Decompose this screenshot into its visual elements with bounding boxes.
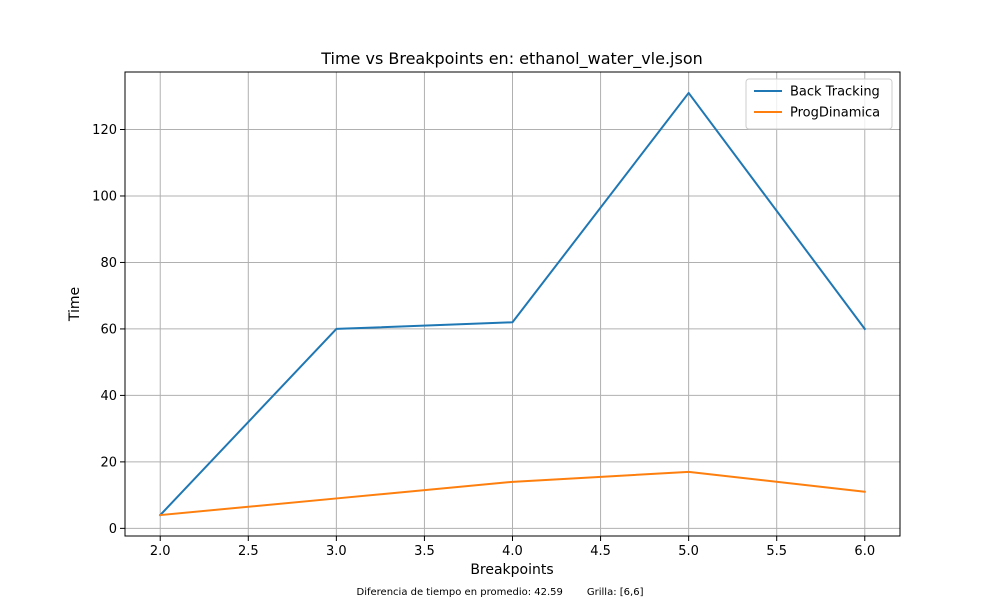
y-tick-label: 80 xyxy=(100,256,117,271)
x-axis-label: Breakpoints xyxy=(470,562,553,578)
y-tick-label: 120 xyxy=(92,123,117,138)
y-tick-label: 40 xyxy=(100,389,117,404)
y-axis-label: Time xyxy=(67,287,83,322)
y-tick-label: 100 xyxy=(92,189,117,204)
x-tick-label: 5.0 xyxy=(678,544,699,559)
legend-label: ProgDinamica xyxy=(790,106,880,121)
average-difference-note: Diferencia de tiempo en promedio: 42.59 xyxy=(356,587,563,598)
x-tick-label: 2.5 xyxy=(238,544,259,559)
x-tick-label: 3.0 xyxy=(326,544,347,559)
chart-title: Time vs Breakpoints en: ethanol_water_vl… xyxy=(320,49,703,69)
axis-ticks: 2.0 2.5 3.0 3.5 4.0 4.5 5.0 5.5 6.0 0 20 40 60 80 100 1… xyxy=(92,123,875,559)
x-tick-label: 2.0 xyxy=(150,544,171,559)
x-tick-label: 5.5 xyxy=(766,544,787,559)
series-line-back-tracking xyxy=(158,91,867,517)
x-tick-label: 6.0 xyxy=(854,544,875,559)
y-tick-label: 0 xyxy=(109,522,117,537)
series-line-progdinamica xyxy=(159,470,866,517)
legend: Back Tracking ProgDinamica xyxy=(745,78,893,130)
legend-box xyxy=(745,78,893,130)
series-lines xyxy=(158,91,867,517)
x-tick-label: 3.5 xyxy=(414,544,435,559)
x-tick-label: 4.0 xyxy=(502,544,523,559)
y-tick-label: 60 xyxy=(100,322,117,337)
footnote: Diferencia de tiempo en promedio: 42.59 G… xyxy=(0,587,1000,598)
grid-size-note: Grilla: [6,6] xyxy=(586,587,644,598)
y-tick-label: 20 xyxy=(100,455,117,470)
x-tick-label: 4.5 xyxy=(590,544,611,559)
legend-label: Back Tracking xyxy=(790,85,880,100)
grid xyxy=(125,72,900,536)
